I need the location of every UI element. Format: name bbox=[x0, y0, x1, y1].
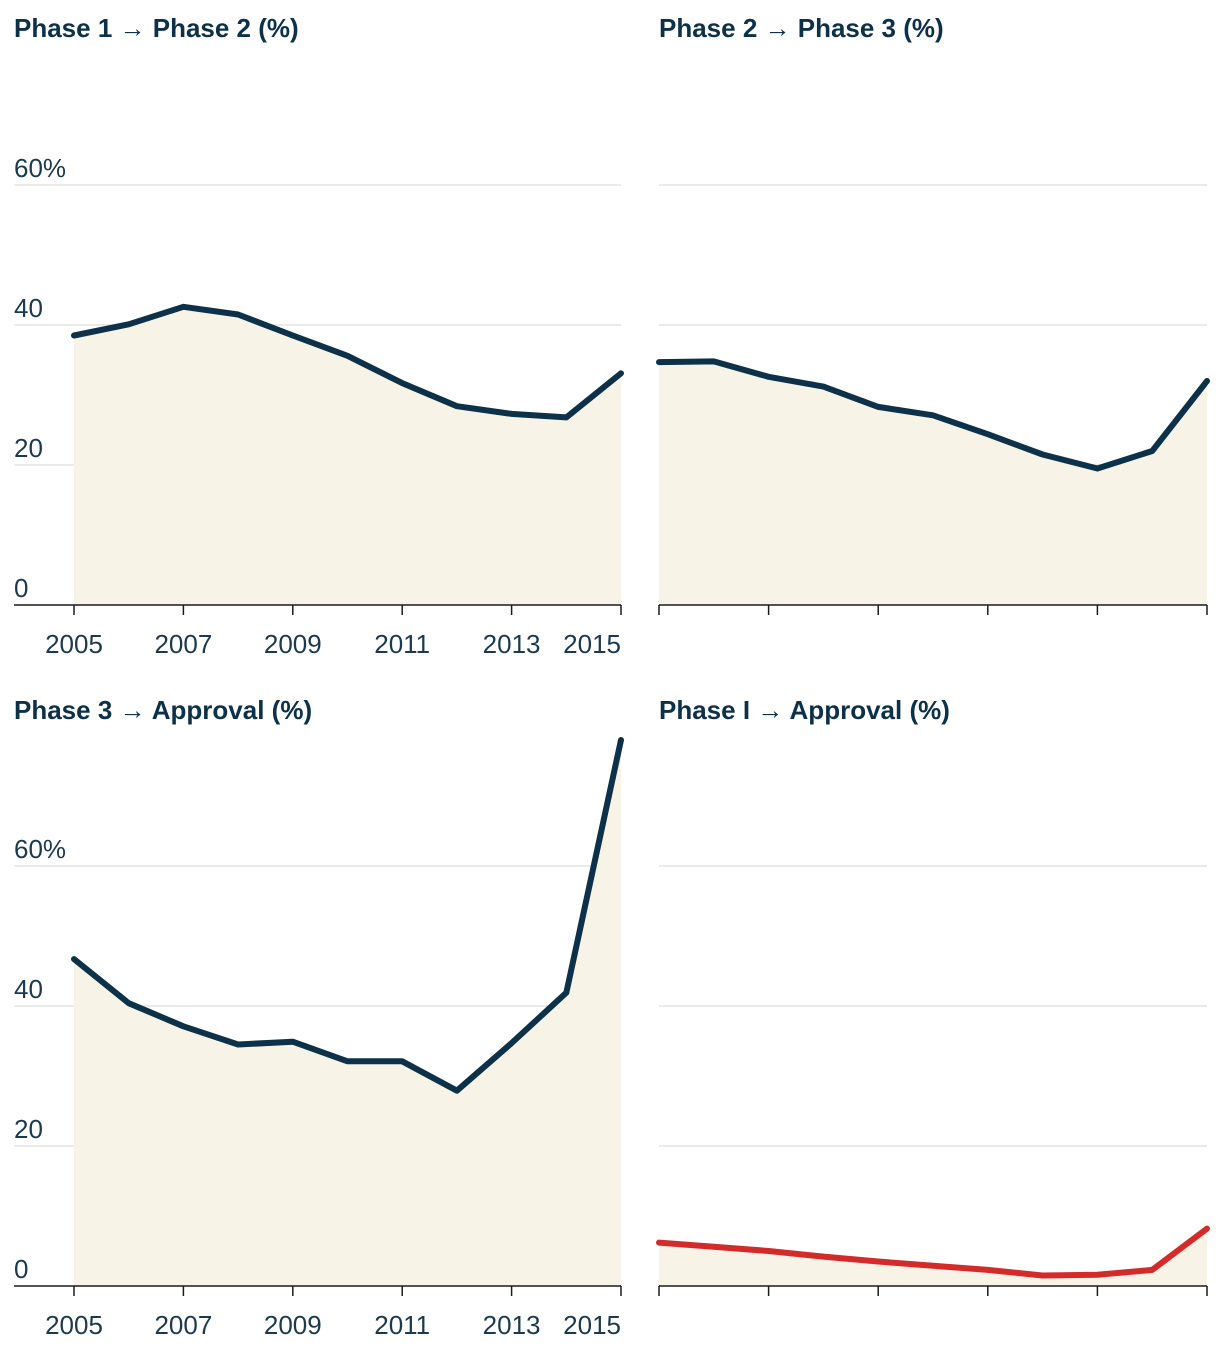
panel-3-x-tick-label: 2007 bbox=[154, 1310, 212, 1340]
panel-3-x-tick-label: 2009 bbox=[264, 1310, 322, 1340]
panel-1-x-tick-label: 2009 bbox=[264, 629, 322, 659]
panel-1-title: Phase 1 → Phase 2 (%) bbox=[14, 13, 299, 43]
panel-3-y-tick-label: 0 bbox=[14, 1254, 28, 1284]
panel-4-area-fill bbox=[659, 1228, 1207, 1286]
panel-3-x-tick-label: 2005 bbox=[45, 1310, 103, 1340]
panel-3-x-tick-label: 2013 bbox=[483, 1310, 541, 1340]
panel-1-x-tick-label: 2015 bbox=[563, 629, 621, 659]
panel-2-title: Phase 2 → Phase 3 (%) bbox=[659, 13, 944, 43]
panel-1-y-tick-label: 60% bbox=[14, 153, 66, 183]
panel-1-x-tick-label: 2013 bbox=[483, 629, 541, 659]
panel-3-title: Phase 3 → Approval (%) bbox=[14, 695, 312, 725]
panel-1-y-tick-label: 20 bbox=[14, 433, 43, 463]
panel-4-title: Phase I → Approval (%) bbox=[659, 695, 950, 725]
panel-1-area-fill bbox=[74, 306, 621, 605]
panel-3-x-tick-label: 2011 bbox=[374, 1310, 430, 1340]
panel-1-x-tick-label: 2011 bbox=[374, 629, 430, 659]
panel-1-y-tick-label: 40 bbox=[14, 293, 43, 323]
panel-3-y-tick-label: 20 bbox=[14, 1114, 43, 1144]
panel-3-area-fill bbox=[74, 740, 621, 1286]
panel-1-x-tick-label: 2007 bbox=[154, 629, 212, 659]
panel-2-area-fill bbox=[659, 361, 1207, 605]
panel-3-y-tick-label: 40 bbox=[14, 974, 43, 1004]
panel-3-x-tick-label: 2015 bbox=[563, 1310, 621, 1340]
panel-1-x-tick-label: 2005 bbox=[45, 629, 103, 659]
panel-3-y-tick-label: 60% bbox=[14, 834, 66, 864]
panel-1-y-tick-label: 0 bbox=[14, 573, 28, 603]
